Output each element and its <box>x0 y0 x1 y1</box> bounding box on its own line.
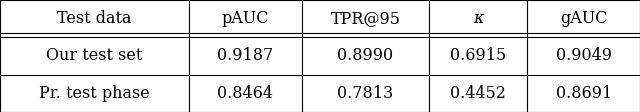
Text: Test data: Test data <box>58 10 132 27</box>
Text: Our test set: Our test set <box>46 47 143 65</box>
Text: pAUC: pAUC <box>221 10 269 27</box>
Text: gAUC: gAUC <box>560 10 607 27</box>
Text: 0.7813: 0.7813 <box>337 85 394 102</box>
Text: 0.9187: 0.9187 <box>218 47 273 65</box>
Text: κ: κ <box>473 10 483 27</box>
Text: 0.8691: 0.8691 <box>556 85 612 102</box>
Text: 0.6915: 0.6915 <box>450 47 506 65</box>
Text: Pr. test phase: Pr. test phase <box>39 85 150 102</box>
Text: 0.9049: 0.9049 <box>556 47 612 65</box>
Text: TPR@95: TPR@95 <box>330 10 401 27</box>
Text: 0.8990: 0.8990 <box>337 47 394 65</box>
Text: 0.4452: 0.4452 <box>451 85 506 102</box>
Text: 0.8464: 0.8464 <box>218 85 273 102</box>
